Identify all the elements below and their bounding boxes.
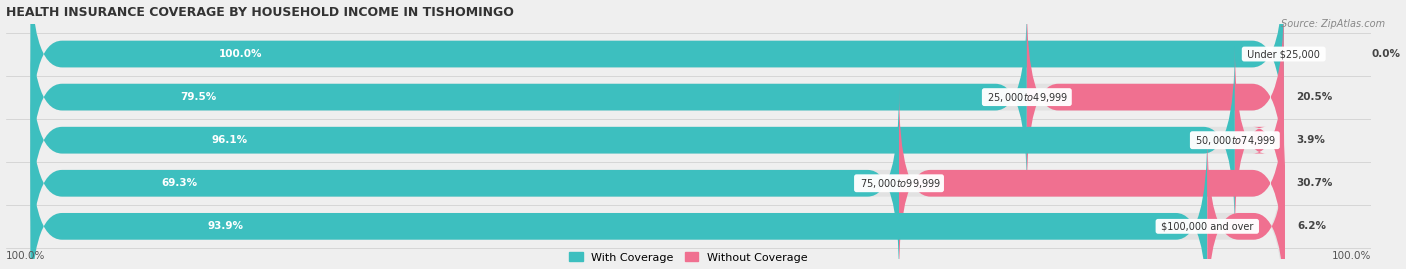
Text: $75,000 to $99,999: $75,000 to $99,999 bbox=[856, 177, 942, 190]
FancyBboxPatch shape bbox=[31, 3, 1026, 192]
FancyBboxPatch shape bbox=[31, 0, 1284, 148]
FancyBboxPatch shape bbox=[1208, 132, 1285, 269]
Text: 0.0%: 0.0% bbox=[1371, 49, 1400, 59]
FancyBboxPatch shape bbox=[31, 89, 1284, 269]
FancyBboxPatch shape bbox=[31, 46, 1284, 235]
FancyBboxPatch shape bbox=[31, 46, 1234, 235]
Legend: With Coverage, Without Coverage: With Coverage, Without Coverage bbox=[567, 250, 810, 265]
Text: 79.5%: 79.5% bbox=[180, 92, 217, 102]
FancyBboxPatch shape bbox=[898, 89, 1284, 269]
Text: 100.0%: 100.0% bbox=[6, 251, 45, 261]
Text: 6.2%: 6.2% bbox=[1298, 221, 1326, 231]
FancyBboxPatch shape bbox=[1026, 3, 1284, 192]
Text: 96.1%: 96.1% bbox=[211, 135, 247, 145]
Text: 3.9%: 3.9% bbox=[1296, 135, 1324, 145]
FancyBboxPatch shape bbox=[31, 132, 1284, 269]
FancyBboxPatch shape bbox=[31, 3, 1284, 192]
FancyBboxPatch shape bbox=[1234, 46, 1284, 235]
Text: HEALTH INSURANCE COVERAGE BY HOUSEHOLD INCOME IN TISHOMINGO: HEALTH INSURANCE COVERAGE BY HOUSEHOLD I… bbox=[6, 6, 513, 19]
Text: 93.9%: 93.9% bbox=[207, 221, 243, 231]
Text: Source: ZipAtlas.com: Source: ZipAtlas.com bbox=[1281, 19, 1385, 29]
Text: 69.3%: 69.3% bbox=[160, 178, 197, 188]
Text: $100,000 and over: $100,000 and over bbox=[1159, 221, 1257, 231]
Text: $25,000 to $49,999: $25,000 to $49,999 bbox=[984, 91, 1070, 104]
Text: 20.5%: 20.5% bbox=[1296, 92, 1333, 102]
FancyBboxPatch shape bbox=[31, 132, 1208, 269]
Text: Under $25,000: Under $25,000 bbox=[1244, 49, 1323, 59]
Text: $50,000 to $74,999: $50,000 to $74,999 bbox=[1192, 134, 1278, 147]
Text: 30.7%: 30.7% bbox=[1296, 178, 1333, 188]
Text: 100.0%: 100.0% bbox=[1331, 251, 1371, 261]
FancyBboxPatch shape bbox=[31, 0, 1284, 148]
Text: 100.0%: 100.0% bbox=[218, 49, 262, 59]
FancyBboxPatch shape bbox=[31, 89, 898, 269]
